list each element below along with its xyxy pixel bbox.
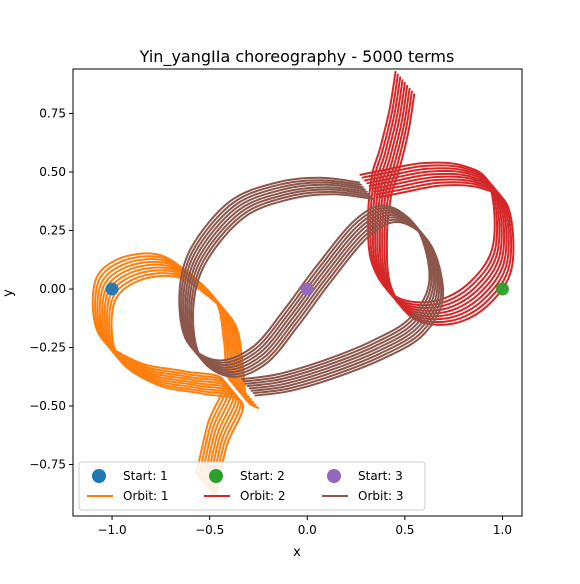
- y-tick-label: 0.50: [39, 165, 66, 179]
- start-point-3: [301, 282, 314, 295]
- y-tick-label: −0.75: [29, 458, 66, 472]
- x-tick-label: 1.0: [493, 523, 512, 537]
- legend-label: Orbit: 3: [358, 489, 404, 503]
- y-axis-label: y: [1, 289, 16, 297]
- x-tick-label: 0.5: [395, 523, 414, 537]
- legend: Start: 1 Start: 2 Start: 3 Orbit: 1 Orbit: 2…: [79, 462, 425, 510]
- start-point-2: [496, 282, 509, 295]
- y-tick-label: 0.75: [39, 106, 66, 120]
- legend-marker: [327, 469, 341, 483]
- y-tick-label: 0.00: [39, 282, 66, 296]
- legend-label: Start: 1: [123, 469, 168, 483]
- legend-marker: [92, 469, 106, 483]
- legend-marker: [209, 469, 223, 483]
- y-tick-label: −0.50: [29, 399, 66, 413]
- x-axis-label: x: [293, 545, 301, 560]
- legend-label: Start: 3: [358, 469, 403, 483]
- legend-label: Orbit: 1: [123, 489, 169, 503]
- start-point-1: [106, 282, 119, 295]
- y-tick-label: −0.25: [29, 340, 66, 354]
- x-tick-label: −0.5: [195, 523, 224, 537]
- chart-title: Yin_yangIIa choreography - 5000 terms: [139, 47, 455, 67]
- x-tick-label: 0.0: [298, 523, 317, 537]
- y-tick-label: 0.25: [39, 223, 66, 237]
- legend-label: Orbit: 2: [240, 489, 286, 503]
- legend-label: Start: 2: [240, 469, 285, 483]
- x-tick-label: −1.0: [97, 523, 126, 537]
